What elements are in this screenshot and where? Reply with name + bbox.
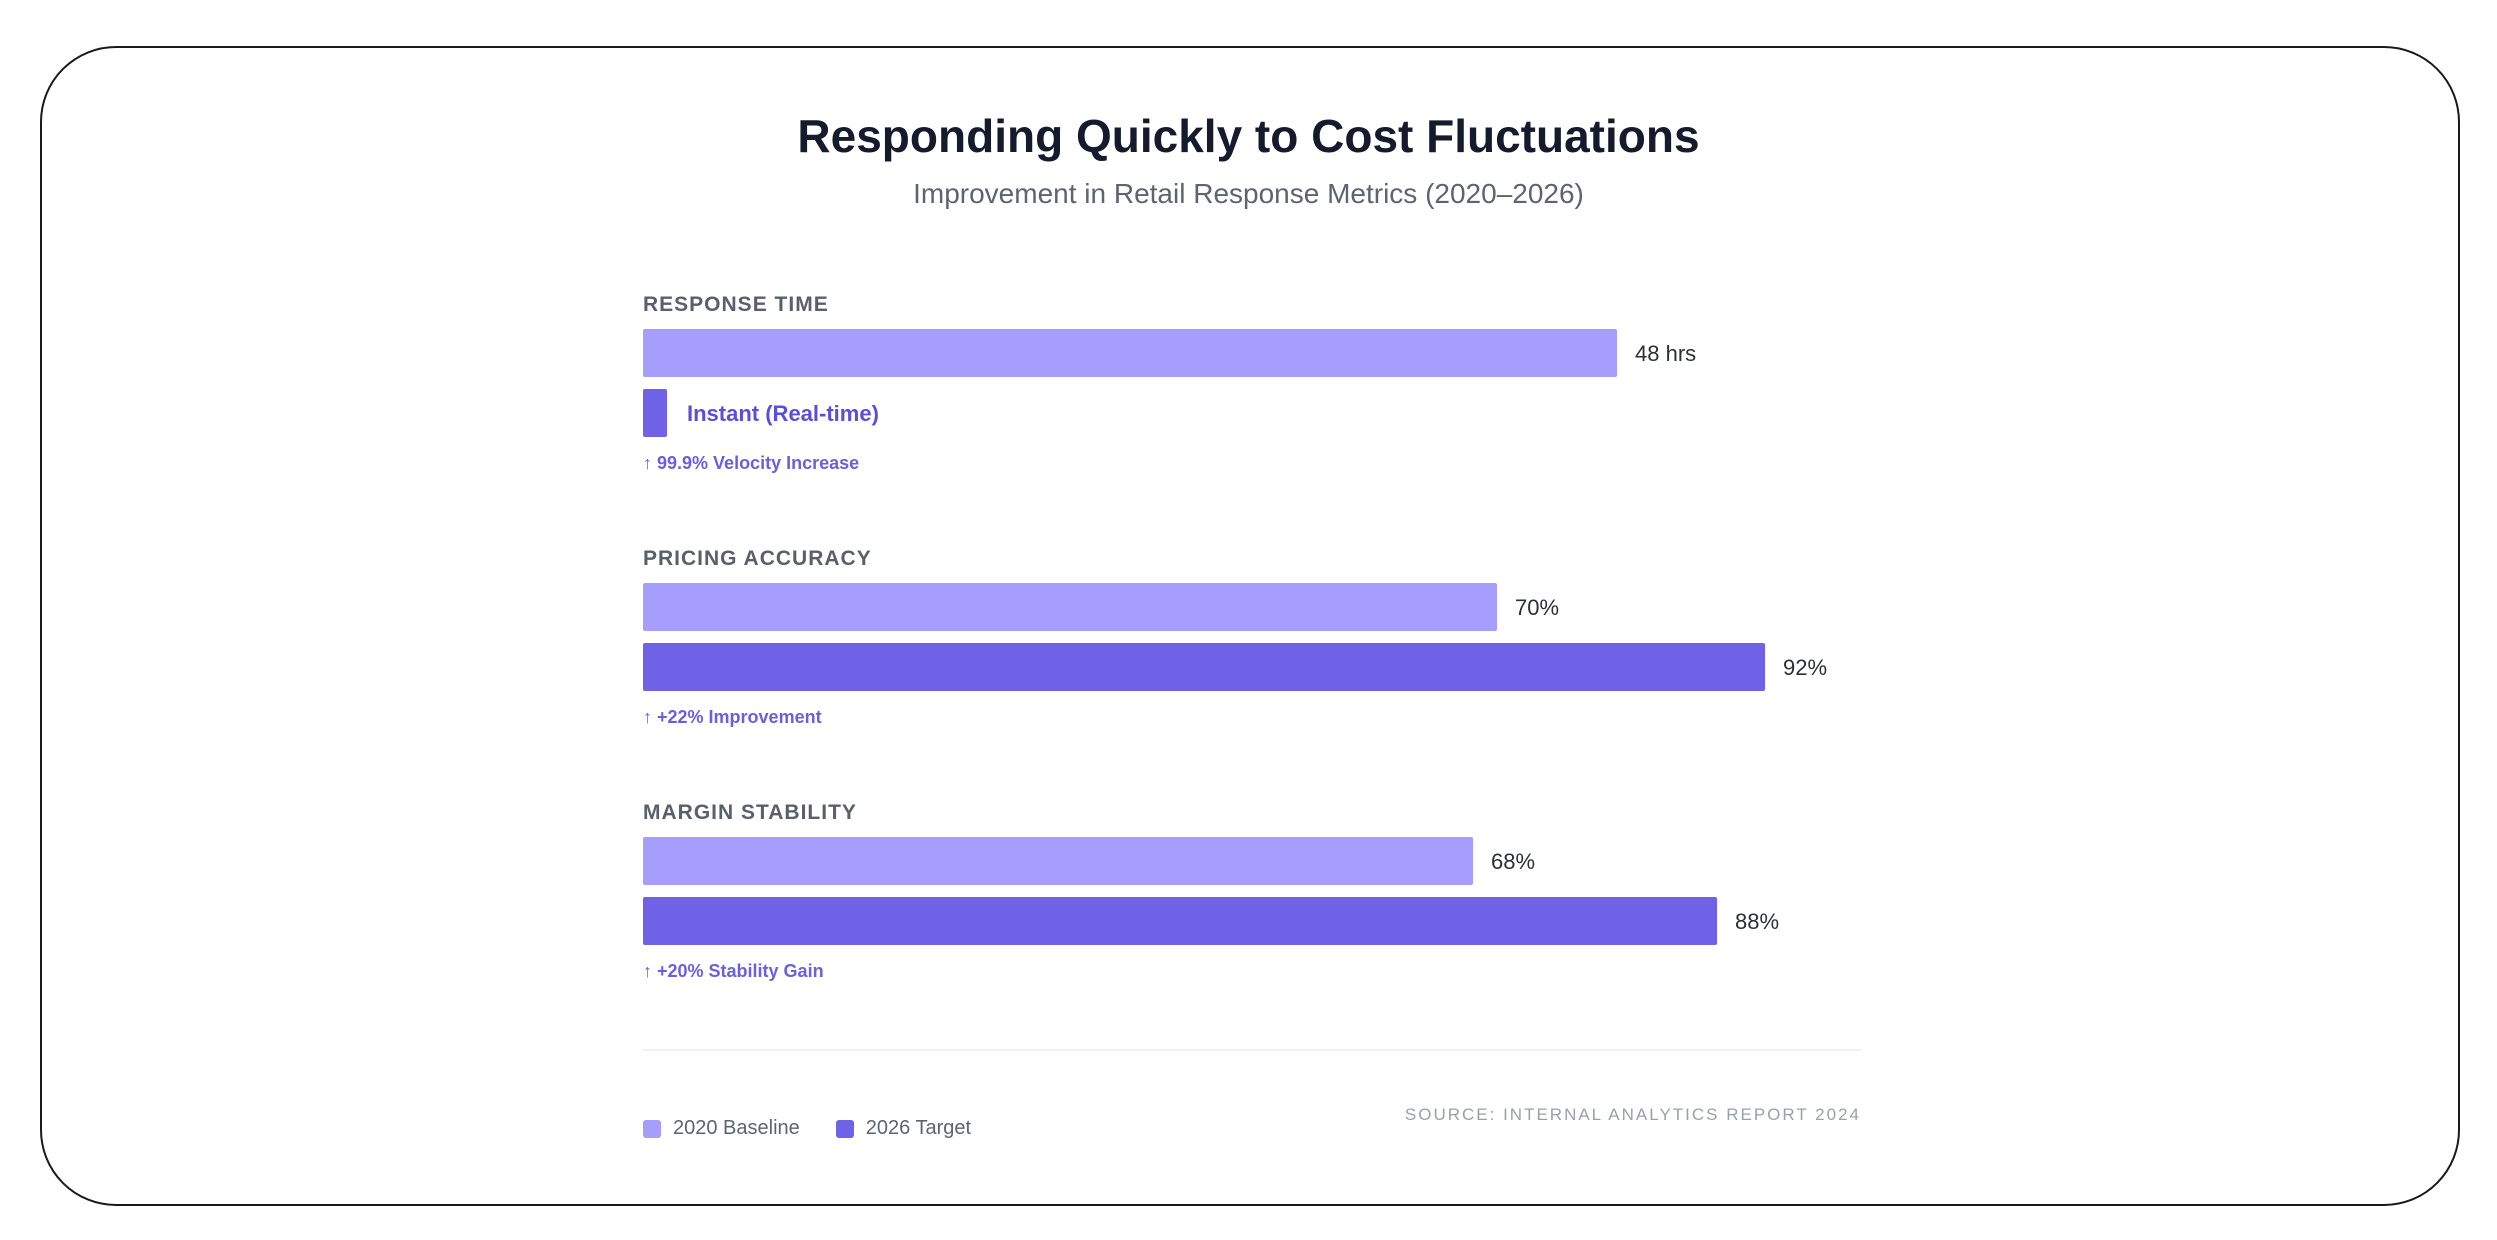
value-label-target-response-time: Instant (Real-time) xyxy=(687,401,879,426)
legend-label-baseline: 2020 Baseline xyxy=(673,1117,800,1139)
bar-target-response-time xyxy=(643,389,667,437)
category-label-response-time: RESPONSE TIME xyxy=(643,293,829,316)
legend-swatch-baseline xyxy=(643,1119,661,1138)
category-label-margin-stability: MARGIN STABILITY xyxy=(643,801,857,824)
bar-baseline-margin-stability xyxy=(643,837,1473,885)
chart-subtitle: Improvement in Retail Response Metrics (… xyxy=(913,178,1584,209)
change-label-pricing-accuracy: ↑ +22% Improvement xyxy=(643,707,822,727)
chart-legend: 2020 Baseline 2026 Target xyxy=(643,1117,1007,1140)
bar-target-margin-stability xyxy=(643,897,1717,945)
bar-baseline-pricing-accuracy xyxy=(643,583,1497,631)
value-label-baseline-margin-stability: 68% xyxy=(1491,849,1535,874)
value-label-baseline-response-time: 48 hrs xyxy=(1635,341,1696,366)
change-label-response-time: ↑ 99.9% Velocity Increase xyxy=(643,453,859,473)
chart-title: Responding Quickly to Cost Fluctuations xyxy=(797,110,1700,162)
change-label-margin-stability: ↑ +20% Stability Gain xyxy=(643,961,824,981)
legend-item-target: 2026 Target xyxy=(835,1117,972,1140)
value-label-baseline-pricing-accuracy: 70% xyxy=(1515,595,1559,620)
chart-divider xyxy=(643,1049,1861,1051)
bar-target-pricing-accuracy xyxy=(643,643,1765,691)
bar-baseline-response-time xyxy=(643,329,1617,377)
value-label-target-pricing-accuracy: 92% xyxy=(1783,655,1827,680)
legend-swatch-target xyxy=(835,1119,854,1138)
legend-label-target: 2026 Target xyxy=(865,1117,972,1139)
category-label-pricing-accuracy: PRICING ACCURACY xyxy=(643,547,872,570)
source-note: SOURCE: INTERNAL ANALYTICS REPORT 2024 xyxy=(1404,1105,1861,1124)
legend-item-baseline: 2020 Baseline xyxy=(643,1117,800,1140)
value-label-target-margin-stability: 88% xyxy=(1735,909,1779,934)
